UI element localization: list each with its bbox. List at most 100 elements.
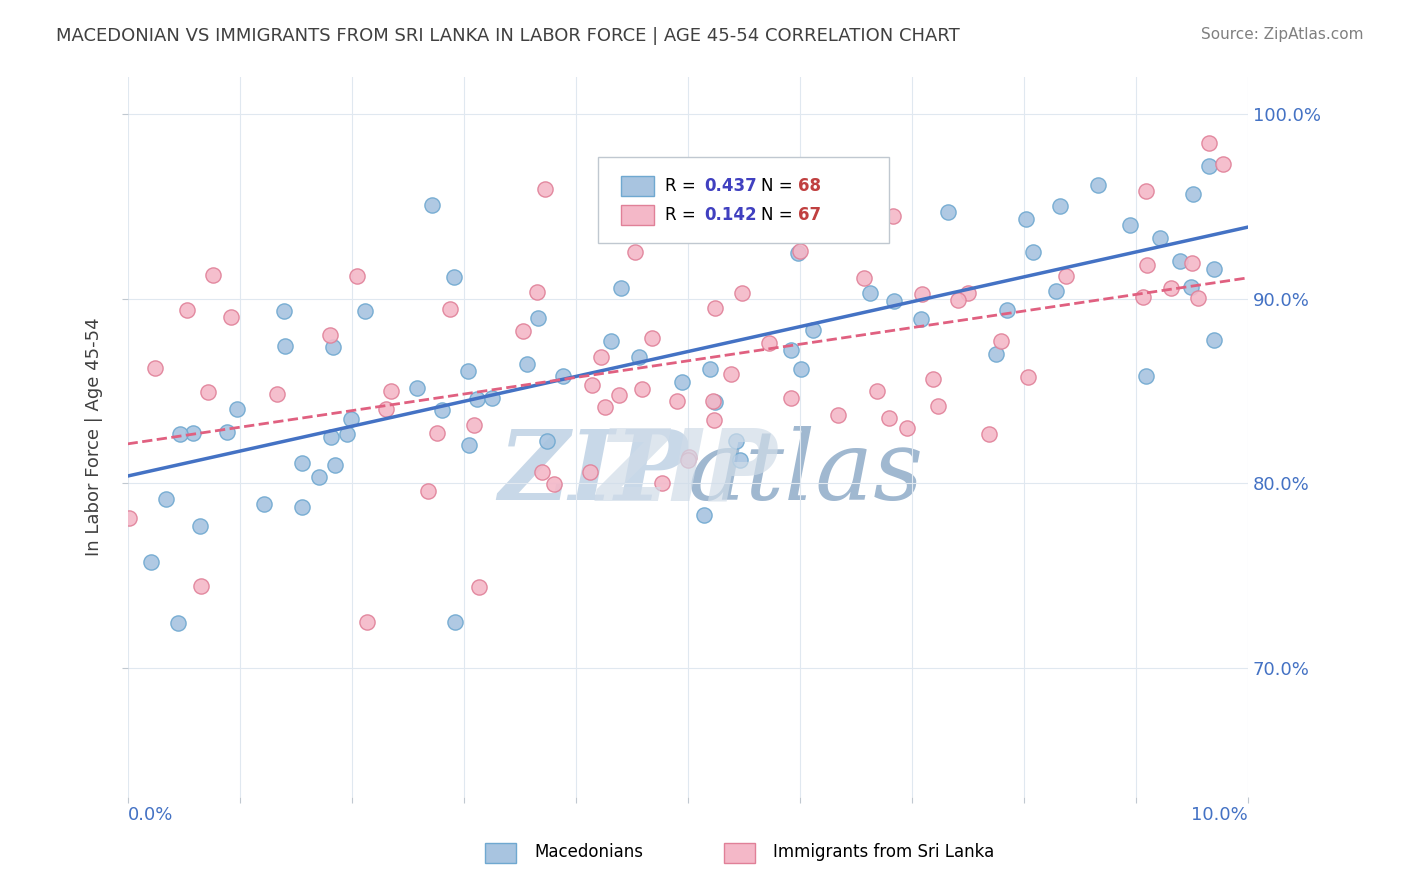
- Point: [274, 339, 297, 353]
- FancyBboxPatch shape: [620, 176, 654, 196]
- Point: [877, 411, 900, 425]
- Point: [1149, 230, 1171, 244]
- Point: [266, 386, 288, 401]
- Point: [977, 427, 1000, 442]
- Point: [671, 376, 693, 390]
- Point: [465, 392, 488, 406]
- Point: [704, 394, 727, 409]
- Point: [731, 285, 754, 300]
- Point: [702, 393, 724, 408]
- Point: [202, 268, 225, 283]
- FancyBboxPatch shape: [598, 157, 890, 243]
- Text: ZIP: ZIP: [596, 425, 779, 522]
- Point: [190, 579, 212, 593]
- Point: [1212, 157, 1234, 171]
- Point: [758, 335, 780, 350]
- Point: [215, 425, 238, 440]
- Point: [720, 368, 742, 382]
- Text: 0.437: 0.437: [704, 177, 758, 195]
- Text: 67: 67: [797, 206, 821, 224]
- Point: [1204, 333, 1226, 347]
- Point: [319, 328, 342, 343]
- Point: [910, 312, 932, 326]
- Point: [595, 400, 617, 414]
- Point: [356, 615, 378, 630]
- Point: [543, 477, 565, 491]
- Text: MACEDONIAN VS IMMIGRANTS FROM SRI LANKA IN LABOR FORCE | AGE 45-54 CORRELATION C: MACEDONIAN VS IMMIGRANTS FROM SRI LANKA …: [56, 27, 960, 45]
- Point: [533, 182, 555, 196]
- Point: [346, 268, 368, 283]
- Text: ZIPatlas: ZIPatlas: [489, 425, 886, 522]
- Point: [516, 357, 538, 371]
- Point: [995, 302, 1018, 317]
- Point: [780, 392, 803, 406]
- Point: [354, 304, 377, 318]
- Point: [609, 281, 631, 295]
- Point: [169, 427, 191, 442]
- Point: [692, 508, 714, 523]
- Point: [273, 304, 295, 318]
- Point: [607, 388, 630, 402]
- Point: [1180, 280, 1202, 294]
- Point: [481, 392, 503, 406]
- Point: [463, 418, 485, 433]
- Point: [1135, 184, 1157, 198]
- Point: [699, 361, 721, 376]
- Point: [786, 167, 808, 181]
- Text: ZIP: ZIP: [498, 426, 688, 520]
- Point: [457, 438, 479, 452]
- Point: [579, 465, 602, 479]
- Point: [139, 555, 162, 569]
- Text: 68: 68: [797, 177, 821, 195]
- Point: [631, 382, 654, 396]
- Point: [219, 310, 242, 324]
- Point: [526, 285, 548, 299]
- Point: [927, 399, 949, 413]
- Point: [321, 430, 343, 444]
- Point: [990, 334, 1012, 348]
- Point: [323, 458, 346, 472]
- FancyBboxPatch shape: [620, 205, 654, 225]
- Point: [406, 381, 429, 395]
- Point: [789, 244, 811, 258]
- Text: Source: ZipAtlas.com: Source: ZipAtlas.com: [1201, 27, 1364, 42]
- Point: [226, 401, 249, 416]
- Point: [418, 483, 440, 498]
- Point: [1087, 178, 1109, 192]
- Text: 0.0%: 0.0%: [128, 805, 173, 824]
- Point: [322, 340, 344, 354]
- Point: [536, 434, 558, 448]
- Text: Immigrants from Sri Lanka: Immigrants from Sri Lanka: [773, 843, 994, 861]
- Point: [651, 475, 673, 490]
- Point: [145, 361, 167, 376]
- Text: N =: N =: [761, 206, 797, 224]
- Point: [678, 450, 700, 464]
- Point: [1160, 281, 1182, 295]
- Point: [624, 245, 647, 260]
- Point: [380, 384, 402, 399]
- Point: [336, 426, 359, 441]
- Point: [1187, 291, 1209, 305]
- Point: [801, 323, 824, 337]
- Point: [443, 270, 465, 285]
- Y-axis label: In Labor Force | Age 45-54: In Labor Force | Age 45-54: [86, 318, 103, 557]
- Point: [703, 412, 725, 426]
- Point: [957, 285, 980, 300]
- Point: [457, 364, 479, 378]
- Point: [308, 469, 330, 483]
- Point: [432, 403, 454, 417]
- Point: [922, 372, 945, 386]
- Point: [1119, 218, 1142, 232]
- Point: [627, 351, 650, 365]
- Text: R =: R =: [665, 177, 702, 195]
- Point: [531, 465, 554, 479]
- Point: [882, 209, 904, 223]
- Point: [896, 421, 918, 435]
- Point: [291, 456, 314, 470]
- Point: [1198, 159, 1220, 173]
- Point: [581, 377, 603, 392]
- Text: R =: R =: [665, 206, 702, 224]
- Point: [420, 198, 443, 212]
- Text: N =: N =: [761, 177, 797, 195]
- Point: [676, 452, 699, 467]
